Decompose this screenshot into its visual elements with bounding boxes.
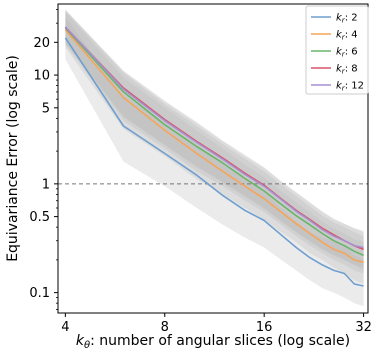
- x-label-k: k: [76, 333, 85, 349]
- legend-label-2: kr: 4: [336, 30, 358, 42]
- plot-frame: [57, 3, 369, 314]
- y-tick-label: 5: [42, 101, 50, 116]
- x-label-subscript: θ: [84, 340, 90, 350]
- x-label-text: : number of angular slices (log scale): [90, 333, 350, 349]
- error-band-5: [65, 9, 364, 268]
- legend-label-1: kr: 2: [336, 13, 358, 25]
- series-line-1: [64, 37, 364, 287]
- legend-label-4: kr: 8: [336, 64, 358, 76]
- legend-label-5: kr: 12: [336, 81, 364, 93]
- y-tick-label: 0.1: [29, 286, 50, 301]
- x-tick-label: 8: [161, 320, 169, 335]
- axes: 0.1 0.5 1 5 10 20 4 8 16 32: [29, 3, 372, 335]
- x-tick-label: 16: [256, 320, 273, 335]
- series-line-2: [64, 29, 364, 264]
- series-line-5: [64, 26, 364, 249]
- error-band-1: [65, 17, 364, 307]
- legend-label-3: kr: 6: [336, 47, 358, 59]
- series-line-3: [64, 27, 364, 257]
- series-lines: [64, 26, 364, 287]
- y-tick-label: 10: [33, 69, 50, 84]
- error-band-2: [65, 12, 364, 284]
- x-tick-label: 4: [61, 320, 69, 335]
- x-tick-label: 32: [355, 320, 372, 335]
- legend: kr: 2 kr: 4 kr: 6 kr: 8 kr: 12: [305, 5, 369, 95]
- y-tick-label: 20: [33, 36, 50, 51]
- x-axis-label: kθ: number of angular slices (log scale): [76, 333, 350, 350]
- legend-box: [305, 5, 369, 95]
- y-tick-label: 1: [42, 177, 50, 192]
- y-tick-label: 0.5: [29, 210, 50, 225]
- error-band-3: [65, 10, 364, 274]
- y-axis-label: Equivariance Error (log scale): [5, 55, 21, 262]
